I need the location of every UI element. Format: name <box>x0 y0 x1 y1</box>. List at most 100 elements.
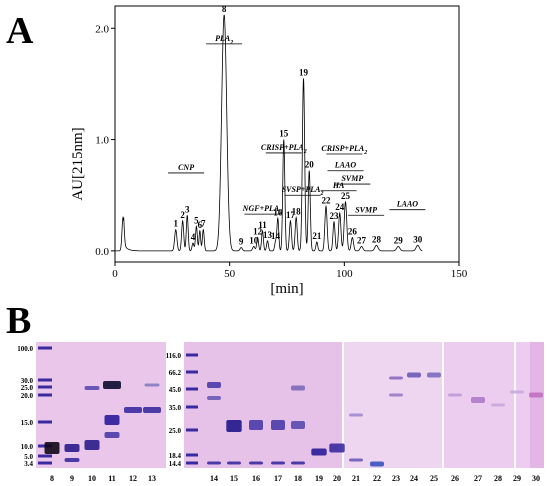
marker-label: 25.0 <box>169 427 182 435</box>
gel-2-segment <box>184 342 344 468</box>
protein-band <box>271 461 285 465</box>
lane-label: 25 <box>430 474 438 483</box>
protein-band <box>64 458 80 462</box>
peak-label: 7 <box>201 219 206 229</box>
lane-label: 10 <box>88 474 96 483</box>
ladder-band <box>38 346 52 350</box>
peak-label: 9 <box>239 237 244 247</box>
protein-band <box>103 381 121 389</box>
peak-label: 11 <box>258 220 267 230</box>
fraction-annotation: LAAO <box>396 200 419 209</box>
protein-band <box>407 372 421 378</box>
fraction-annotation: CRISP+PLA2 <box>261 143 307 155</box>
protein-band <box>207 382 221 388</box>
protein-band <box>104 432 120 438</box>
peak-label: 16 <box>273 208 283 218</box>
protein-band <box>227 461 241 465</box>
ladder-band <box>38 454 52 458</box>
protein-band <box>249 461 263 465</box>
y-axis-label: AU[215nm] <box>70 127 86 200</box>
lane-label: 11 <box>108 474 116 483</box>
marker-label: 25.0 <box>21 384 34 392</box>
protein-band <box>271 420 285 430</box>
y-tick-label: 1.0 <box>95 135 109 147</box>
peak-label: 8 <box>222 4 227 14</box>
protein-band <box>427 372 441 378</box>
protein-band <box>104 415 120 425</box>
peak-label: 17 <box>286 210 296 220</box>
peak-label: 25 <box>341 191 351 201</box>
peak-label: 29 <box>394 235 404 245</box>
gel-2-segment <box>344 342 444 468</box>
peak-label: 2 <box>180 210 185 220</box>
protein-band <box>389 376 403 380</box>
peak-label: 18 <box>292 206 302 216</box>
protein-band <box>144 383 160 387</box>
marker-label: 100.0 <box>17 345 33 353</box>
protein-band <box>84 440 100 450</box>
panel-label-b: B <box>6 300 32 342</box>
protein-band <box>329 443 345 453</box>
protein-band <box>311 448 327 456</box>
peak-label: 12 <box>253 227 263 237</box>
marker-label: 116.0 <box>166 352 182 360</box>
protein-band <box>349 413 363 417</box>
marker-label: 66.2 <box>169 369 182 377</box>
lane-label: 28 <box>494 474 502 483</box>
fraction-annotation: CRISP+PLA2 <box>321 144 367 156</box>
ladder-band <box>38 420 52 424</box>
protein-band <box>370 461 384 467</box>
protein-band <box>207 396 221 400</box>
peak-label: 10 <box>249 235 259 245</box>
peak-label: 4 <box>191 232 196 242</box>
lane-label: 23 <box>392 474 400 483</box>
lane-label: 26 <box>451 474 459 483</box>
marker-label: 3.4 <box>24 460 33 468</box>
peak-label: 14 <box>271 231 281 241</box>
ladder-band <box>186 387 198 391</box>
peak-label: 6 <box>198 220 203 230</box>
ladder-band <box>186 370 198 374</box>
marker-label: 30.0 <box>21 377 34 385</box>
peak-label: 28 <box>372 234 382 244</box>
y-tick-label: 2.0 <box>95 23 109 35</box>
lane-label: 30 <box>532 474 540 483</box>
protein-band <box>44 442 60 454</box>
protein-band <box>529 392 543 398</box>
fraction-annotation: PLA2 <box>215 34 233 46</box>
ladder-band <box>186 428 198 432</box>
protein-band <box>471 397 485 403</box>
lane-label: 29 <box>513 474 521 483</box>
ladder-band <box>38 461 52 465</box>
peak-label: 22 <box>321 195 331 205</box>
x-axis-label: [min] <box>270 281 303 297</box>
lane-label: 14 <box>210 474 218 483</box>
peak-label: 27 <box>357 235 367 245</box>
peak-label: 19 <box>299 67 309 77</box>
lane-label: 16 <box>252 474 260 483</box>
panel-label-a: A <box>6 10 34 52</box>
x-tick-label: 0 <box>112 268 118 280</box>
marker-label: 45.0 <box>169 386 182 394</box>
protein-band <box>291 385 305 391</box>
x-tick-label: 100 <box>336 268 353 280</box>
chromatogram-trace <box>115 14 423 252</box>
lane-label: 9 <box>70 474 74 483</box>
lane-label: 13 <box>148 474 156 483</box>
protein-band <box>491 403 505 407</box>
y-tick-label: 0.0 <box>95 246 109 258</box>
lane-label: 8 <box>50 474 54 483</box>
marker-label: 20.0 <box>21 392 34 400</box>
peak-label: 15 <box>279 129 289 139</box>
protein-band <box>84 386 100 390</box>
peak-label: 30 <box>413 234 423 244</box>
peak-label: 5 <box>194 215 199 225</box>
fraction-annotation: CNP <box>178 163 194 172</box>
ladder-band <box>38 385 52 389</box>
peak-label: 23 <box>330 211 340 221</box>
peak-label: 21 <box>312 231 322 241</box>
protein-band <box>291 461 305 465</box>
x-tick-label: 150 <box>451 268 468 280</box>
ladder-band <box>186 461 198 465</box>
